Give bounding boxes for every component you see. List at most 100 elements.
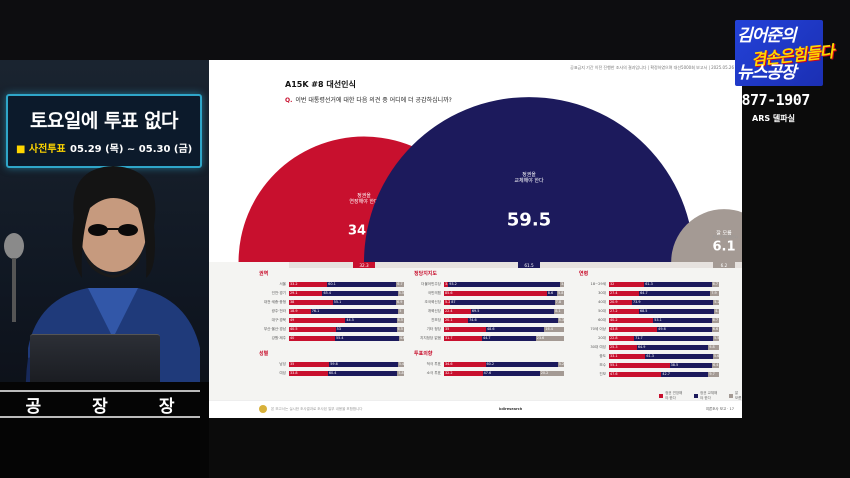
breakdown-row-label: 국민의힘	[427, 291, 441, 295]
chart-semicircle	[364, 97, 694, 262]
breakdown-row-label: 20대	[598, 336, 606, 340]
bar-segment: 7.9	[710, 291, 719, 296]
stacked-bar: 32.2 47.6 20.2	[444, 371, 564, 376]
legend-label: 정권 교체해야 한다	[700, 391, 718, 400]
breakdown-row: 진보당 20.1 74.6 5.3	[414, 316, 564, 325]
breakdown-panel-region: 권역 서울 33.2 60.1 6.7 인천·경기 29.1 65.4 5.5 대전·세종·충청 3…	[259, 270, 404, 378]
footer-brand: kdlresearch	[499, 407, 523, 411]
slide-footer: 본 보고서는 실시한 조사결과로 조사된 일부 내용을 포함합니다 kdlres…	[209, 400, 742, 418]
legend-item: 정권 교체해야 한다	[693, 391, 719, 401]
breakdown-row: 60대 40.2 53.1 6.7	[579, 316, 719, 325]
bar-segment: 43.8	[609, 327, 658, 332]
chart-label: 정권을	[522, 171, 536, 178]
breakdown-row: 조국혁신당 5.2 87 7.8	[414, 298, 564, 307]
chart-value: 6.1	[712, 239, 735, 254]
bar-segment: 59.6	[329, 362, 398, 367]
bar-segment: 4.6	[398, 336, 404, 341]
bar-segment: 55.4	[335, 336, 399, 341]
ars-label: ARS 델파실	[752, 114, 795, 123]
studio-sign-title: 토요일에 투표 없다	[29, 110, 179, 132]
chart-label: 정권을	[357, 192, 371, 199]
bar-segment: 47.6	[482, 371, 540, 376]
stacked-bar: 32 61.3 6.7	[609, 282, 719, 287]
slide-title: A15K #8 대선인식	[285, 79, 356, 90]
chart-sub-chip	[713, 262, 735, 268]
breakdown-row: 여성 33.8 60.4 5.8	[259, 369, 404, 378]
breakdown-row: 18~29세 32 61.3 6.7	[579, 280, 719, 289]
breakdown-row-label: 30대	[598, 291, 606, 295]
stacked-bar: 38 55.1 6.9	[289, 300, 404, 305]
stacked-bar: 49 44.5 6.5	[289, 318, 404, 323]
bar-segment: 20.9	[609, 300, 632, 305]
bar-segment: 5.6	[712, 354, 719, 359]
stacked-bar: 33.2 60.1 6.7	[289, 282, 404, 287]
breakdown-row-label: 30대 여성	[590, 345, 606, 349]
bar-segment: 32.2	[444, 371, 483, 376]
breakdown-row-label: 보수	[599, 363, 606, 367]
bar-segment: 29.1	[289, 291, 323, 296]
breakdown-row-label: 기타 정당	[426, 327, 441, 331]
breakdown-row-label: 진보	[599, 372, 606, 376]
breakdown-row-label: 광주·전라	[271, 309, 286, 313]
stacked-bar: 22.4 69.5 8.1	[444, 309, 564, 314]
slide-title-text: 대선인식	[326, 80, 356, 89]
bar-segment: 40.2	[609, 318, 654, 323]
legend-label: 잘 모름	[734, 391, 742, 400]
breakdown-row: 중도 33.1 61.3 5.6	[579, 352, 719, 361]
slide-meta: 공표금지 기간 이전 진행한 조사의 결과입니다 | 확정하였으며 대선5000…	[570, 65, 734, 70]
stacked-bar: 25.3 64.9 9.8	[609, 345, 719, 350]
bar-segment: 6.9	[396, 300, 404, 305]
bar-segment: 55.1	[609, 363, 670, 368]
bar-segment: 22.8	[609, 336, 635, 341]
bar-segment: 23.6	[535, 336, 564, 341]
legend-label: 정권 연장해야 한다	[665, 391, 683, 400]
stacked-bar: 35 48.6 16.4	[444, 327, 564, 332]
bar-segment: 64.7	[639, 291, 711, 296]
bar-segment: 35	[289, 362, 330, 367]
bar-segment: 49	[289, 318, 346, 323]
poll-slide: 공표금지 기간 이전 진행한 조사의 결과입니다 | 확정하였으며 대선5000…	[209, 60, 742, 418]
stacked-bar: 35 59.6 5.4	[289, 362, 404, 367]
desk-char: 장	[158, 396, 175, 417]
microphone-icon	[4, 233, 24, 322]
bar-segment: 22.4	[444, 309, 471, 314]
stacked-bar: 18.9 76.1 5	[289, 309, 404, 314]
breakdown-row-label: 인천·경기	[271, 291, 286, 295]
bar-segment: 33.1	[609, 354, 646, 359]
breakdown-row: 국민의힘 85.6 8.6 5.8	[414, 289, 564, 298]
bar-segment: 5.8	[557, 291, 564, 296]
chart-label: 교체해야 한다	[514, 177, 544, 184]
bar-segment: 5.5	[397, 291, 404, 296]
bottom-margin	[209, 418, 850, 478]
breakdown-row: 광주·전라 18.9 76.1 5	[259, 307, 404, 316]
bar-segment: 60.1	[327, 282, 397, 287]
bar-segment: 6.7	[396, 282, 404, 287]
bar-segment: 4.3	[714, 309, 719, 314]
stacked-bar: 5.2 87 7.8	[444, 300, 564, 305]
slide-title-tag: A15K #8	[285, 80, 324, 89]
panel-title: 정당지지도	[414, 271, 438, 277]
stacked-bar: 55.1 38.5 6.4	[609, 363, 719, 368]
desk-char: 공	[25, 396, 42, 417]
studio-sign: 토요일에 투표 없다 ■ 사전투표 05.29 (목) ~ 05.30 (금)	[6, 94, 202, 168]
breakdown-row: 소극 투표 32.2 47.6 20.2	[414, 369, 564, 378]
chart-sub-chip	[518, 262, 540, 268]
breakdown-row: 40대 20.9 73.9 5.2	[579, 298, 719, 307]
breakdown-row: 인천·경기 29.1 65.4 5.5	[259, 289, 404, 298]
bar-segment: 44.7	[482, 336, 536, 341]
breakdown-row: 서울 33.2 60.1 6.7	[259, 280, 404, 289]
years-text: 1877-1907	[733, 91, 810, 109]
bar-segment: 49.6	[657, 327, 712, 332]
breakdown-row: 진보 47.6 42.7 9.7	[579, 370, 719, 379]
bar-segment: 27.4	[609, 291, 640, 296]
bar-segment: 6.6	[711, 327, 719, 332]
bar-segment: 85.6	[444, 291, 547, 296]
bar-segment: 5.3	[557, 318, 564, 323]
breakdown-row-label: 더불어민주당	[421, 282, 441, 286]
bar-segment: 7.8	[554, 300, 564, 305]
bar-segment: 35	[444, 327, 486, 332]
breakdown-row: 보수 55.1 38.5 6.4	[579, 361, 719, 370]
